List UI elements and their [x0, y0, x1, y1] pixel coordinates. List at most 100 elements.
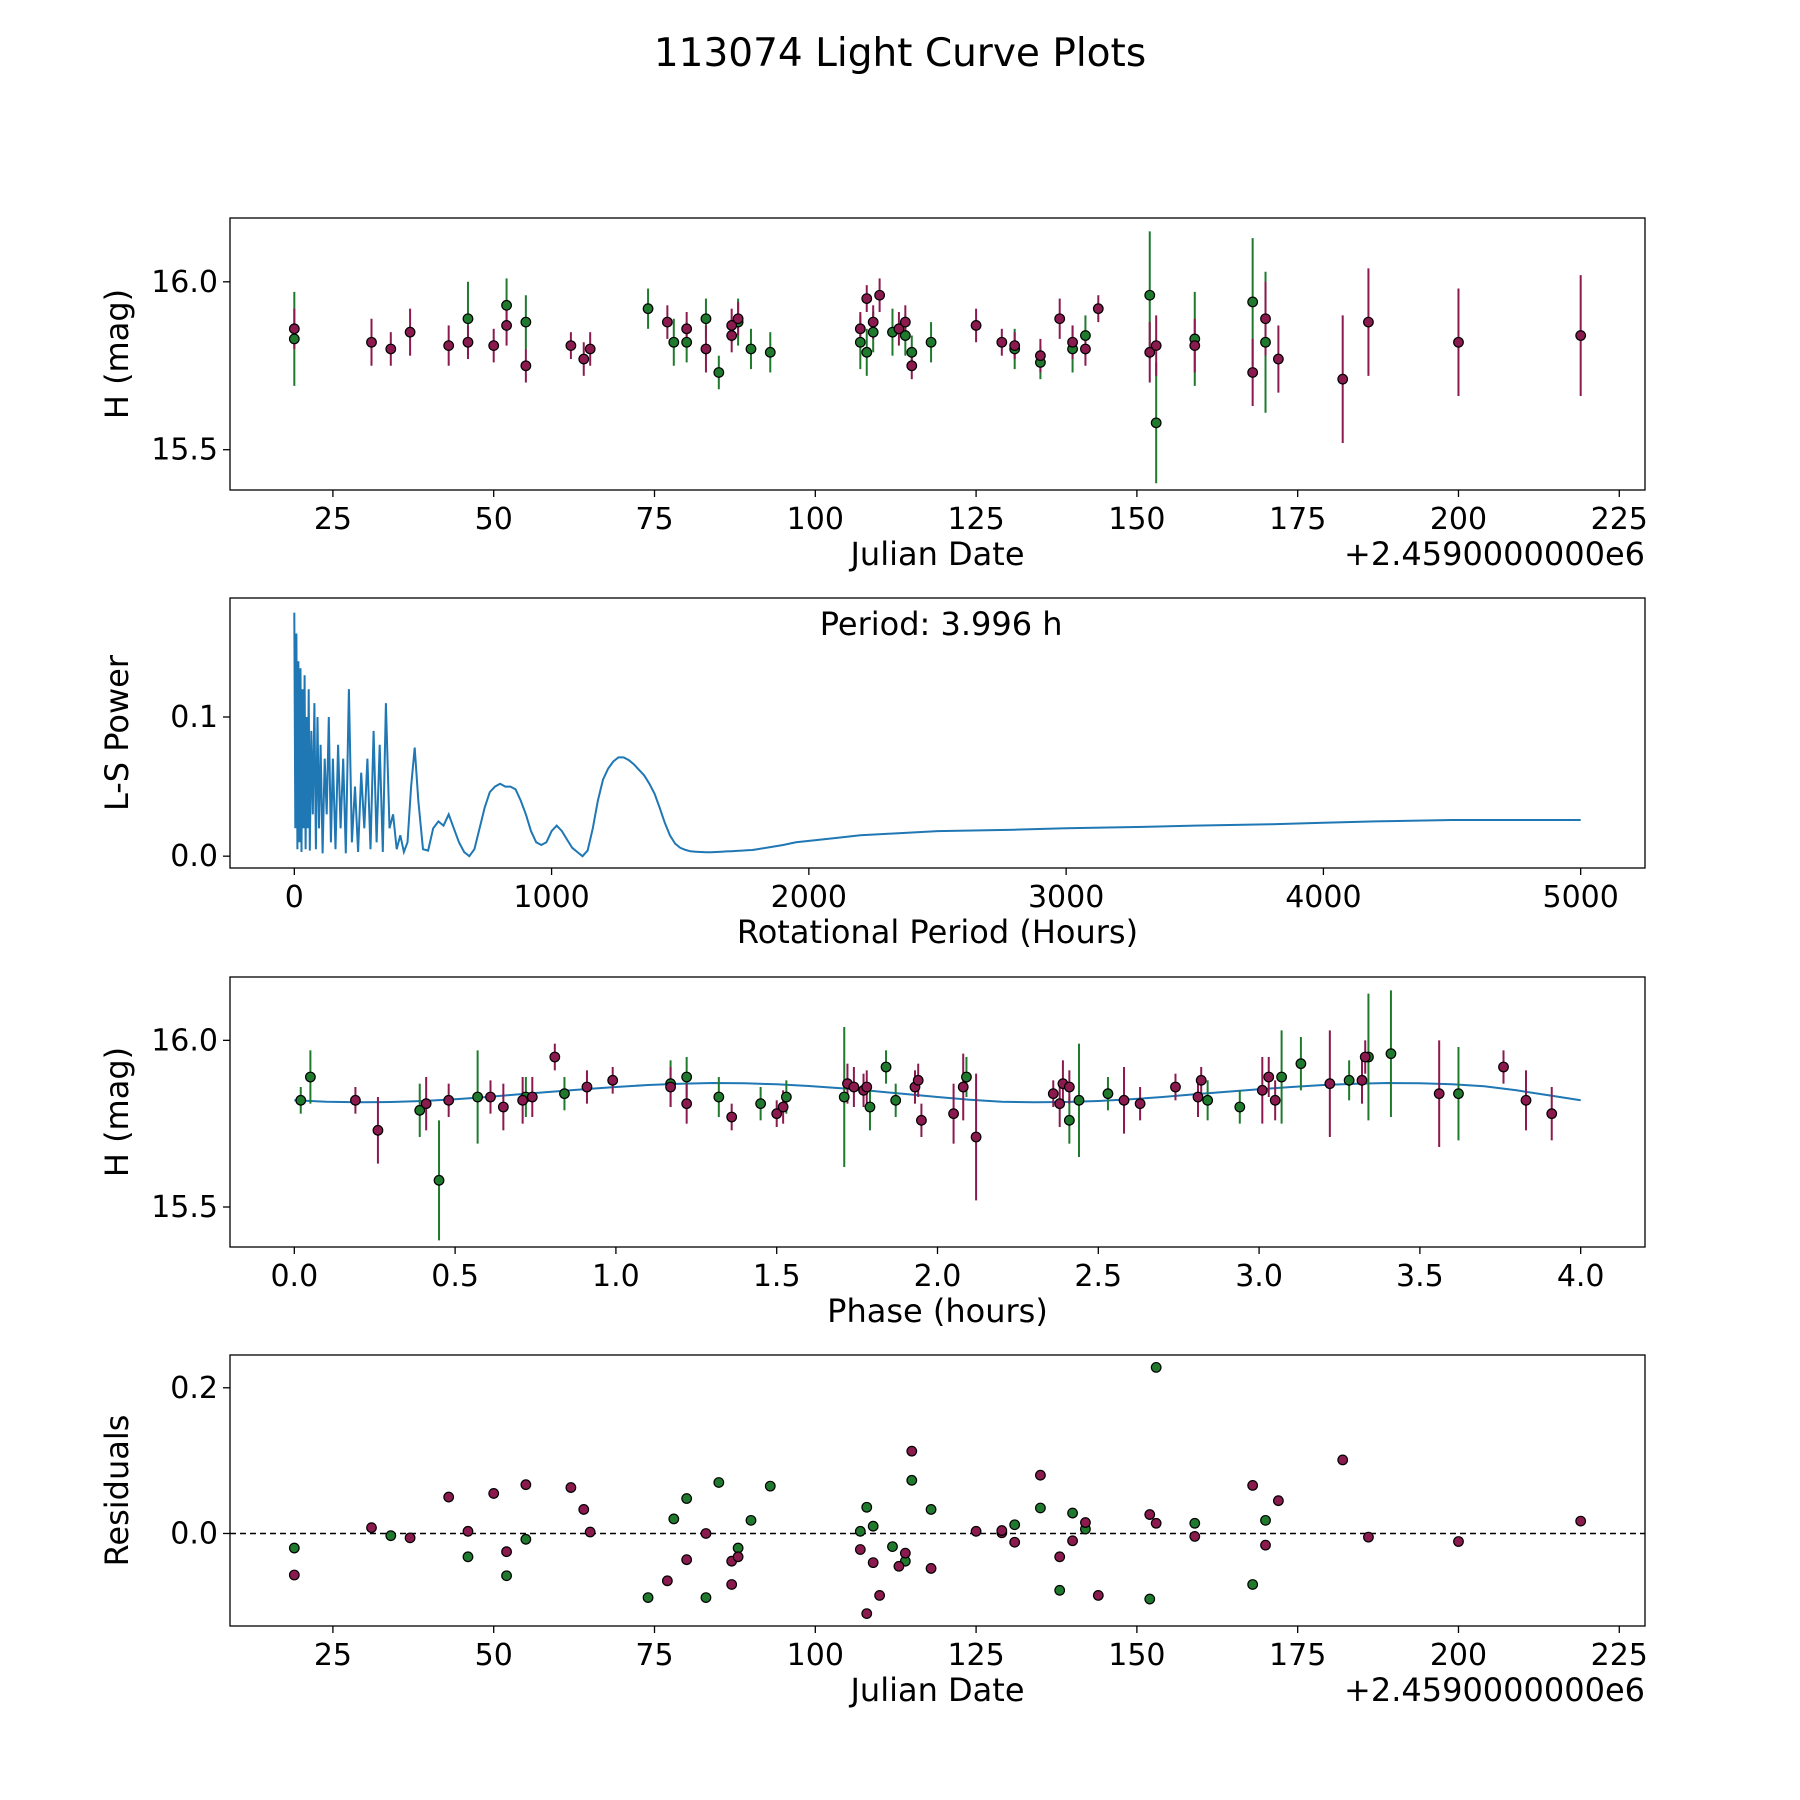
- lightcurve-point-maroon: [1150, 340, 1162, 352]
- phase-point-maroon: [916, 1114, 927, 1126]
- residuals-point-green: [887, 1541, 898, 1552]
- lightcurve-ylabel: H (mag): [98, 289, 136, 419]
- lightcurve-point-maroon: [732, 313, 744, 325]
- phase-point-maroon: [1170, 1081, 1181, 1093]
- periodogram-series-line: [293, 612, 1581, 858]
- residuals-point-maroon: [1272, 1495, 1284, 1507]
- residuals-point-green: [854, 1525, 866, 1537]
- residuals-point-maroon: [1092, 1590, 1104, 1601]
- phase-point-maroon: [517, 1094, 529, 1106]
- phase-point-maroon: [1359, 1051, 1371, 1063]
- residuals-point-green: [288, 1542, 300, 1554]
- residuals-xtick-label: 200: [1430, 1638, 1487, 1673]
- phase-point-green: [864, 1101, 876, 1113]
- periodogram-xtick-label: 4000: [1285, 880, 1361, 915]
- residuals-point-maroon: [1009, 1536, 1021, 1548]
- residuals-point-maroon: [520, 1479, 532, 1491]
- lightcurve-point-maroon: [893, 323, 905, 335]
- phase-point-green: [880, 1061, 892, 1073]
- residuals-ytick-label: 0.0: [170, 1516, 218, 1551]
- residuals-point-green: [745, 1514, 757, 1526]
- phase-point-green: [304, 1071, 316, 1083]
- residuals-point-maroon: [501, 1546, 512, 1558]
- lightcurve-point-green: [520, 316, 532, 328]
- phase-xtick-label: 1.5: [753, 1259, 801, 1294]
- periodogram-ytick-label: 0.1: [170, 700, 218, 735]
- residuals-ylabel: Residuals: [98, 1415, 136, 1567]
- lightcurve-point-maroon: [1260, 313, 1271, 325]
- residuals-xtick-label: 25: [314, 1638, 352, 1673]
- residuals-point-maroon: [584, 1526, 596, 1538]
- lightcurve-point-green: [642, 303, 654, 315]
- lightcurve-xtick-label: 175: [1269, 502, 1326, 537]
- lightcurve-point-green: [1150, 417, 1162, 429]
- residuals-point-maroon: [1067, 1535, 1078, 1547]
- lightcurve-point-maroon: [1080, 343, 1091, 355]
- periodogram-xtick-label: 5000: [1543, 880, 1619, 915]
- periodogram-xtick-label: 1000: [513, 880, 589, 915]
- phase-point-maroon: [372, 1124, 384, 1136]
- phase-point-green: [890, 1094, 902, 1106]
- lightcurve-point-maroon: [565, 340, 577, 352]
- residuals-panel: 25 50 75 100 125 150 175 200 225 0.0 0.2 Julian Dat…: [98, 1354, 1648, 1709]
- lightcurve-point-maroon: [899, 316, 911, 328]
- lightcurve-xtick-label: 200: [1430, 502, 1487, 537]
- lightcurve-point-green: [713, 367, 725, 378]
- residuals-point-maroon: [565, 1482, 577, 1493]
- phase-point-maroon: [1546, 1108, 1558, 1120]
- lightcurve-point-maroon: [996, 336, 1008, 348]
- residuals-point-maroon: [996, 1525, 1008, 1536]
- phase-xtick-label: 0.5: [431, 1259, 479, 1294]
- residuals-point-maroon: [1337, 1454, 1349, 1466]
- lightcurve-point-maroon: [1337, 373, 1349, 385]
- residuals-point-green: [867, 1520, 879, 1532]
- phase-point-maroon: [1269, 1094, 1281, 1106]
- lightcurve-point-green: [501, 299, 512, 311]
- phase-point-green: [433, 1174, 445, 1186]
- lightcurve-point-maroon: [1363, 316, 1374, 328]
- phase-point-green: [961, 1071, 972, 1083]
- residuals-point-maroon: [1189, 1530, 1201, 1542]
- residuals-point-maroon: [1260, 1539, 1271, 1551]
- residuals-point-green: [681, 1493, 693, 1504]
- phase-point-green: [681, 1071, 693, 1083]
- residuals-point-maroon: [874, 1590, 886, 1601]
- phase-point-green: [713, 1091, 725, 1103]
- residuals-point-maroon: [443, 1491, 455, 1503]
- residuals-point-green: [1150, 1361, 1162, 1373]
- residuals-xtick-label: 125: [947, 1638, 1004, 1673]
- periodogram-xlabel: Rotational Period (Hours): [737, 913, 1138, 951]
- residuals-point-green: [925, 1504, 937, 1515]
- lightcurve-point-green: [700, 313, 712, 325]
- lightcurve-point-maroon: [861, 293, 873, 304]
- phase-xtick-label: 3.0: [1235, 1259, 1283, 1294]
- lightcurve-xtick-label: 75: [635, 502, 673, 537]
- residuals-xlabel: Julian Date: [848, 1671, 1024, 1709]
- residuals-point-green: [1035, 1502, 1046, 1514]
- residuals-point-green: [1247, 1579, 1259, 1590]
- residuals-xtick-label: 75: [635, 1638, 673, 1673]
- lightcurve-point-maroon: [726, 320, 738, 331]
- residuals-xtick-label: 150: [1108, 1638, 1165, 1673]
- lightcurve-point-maroon: [726, 330, 738, 341]
- lightcurve-point-maroon: [874, 289, 886, 301]
- residuals-point-maroon: [288, 1569, 300, 1581]
- phase-point-green: [1295, 1058, 1307, 1070]
- residuals-point-maroon: [906, 1445, 918, 1457]
- phase-point-green: [1063, 1114, 1075, 1126]
- lightcurve-point-green: [854, 336, 866, 348]
- figure-title: 113074 Light Curve Plots: [654, 31, 1146, 76]
- residuals-point-green: [700, 1592, 712, 1603]
- residuals-point-maroon: [1054, 1551, 1066, 1563]
- lightcurve-xtick-label: 125: [947, 502, 1004, 537]
- lightcurve-point-green: [906, 346, 918, 358]
- residuals-point-green: [1054, 1584, 1066, 1596]
- phase-point-green: [1102, 1088, 1114, 1100]
- residuals-point-maroon: [854, 1544, 866, 1555]
- phase-point-maroon: [957, 1081, 969, 1093]
- phase-xtick-label: 0.0: [270, 1259, 318, 1294]
- residuals-point-green: [668, 1513, 680, 1525]
- lightcurve-xtick-label: 225: [1591, 502, 1648, 537]
